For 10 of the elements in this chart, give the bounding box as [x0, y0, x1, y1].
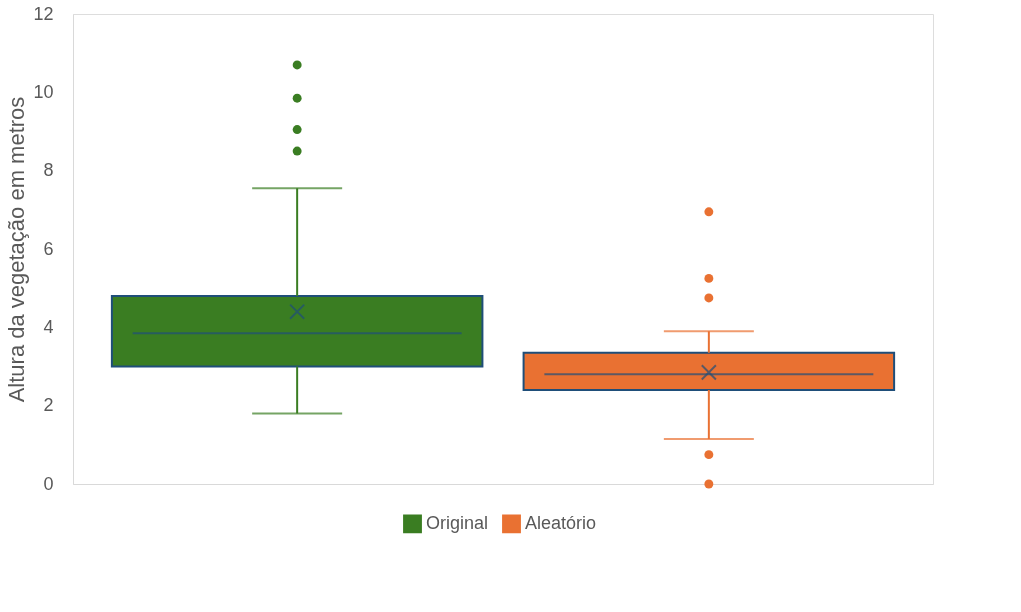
y-tick-label: 8 — [43, 160, 54, 181]
y-tick-label: 2 — [43, 395, 54, 416]
y-tick-label: 10 — [33, 81, 54, 102]
y-tick-label: 12 — [33, 3, 54, 24]
y-axis-title: Altura da vegetação em metros — [4, 96, 30, 403]
legend-label: Original — [426, 512, 489, 533]
y-tick-label: 0 — [43, 473, 54, 494]
legend-label: Aleatório — [525, 512, 597, 533]
y-tick-label: 4 — [43, 316, 54, 337]
y-tick-label: 6 — [43, 238, 54, 259]
